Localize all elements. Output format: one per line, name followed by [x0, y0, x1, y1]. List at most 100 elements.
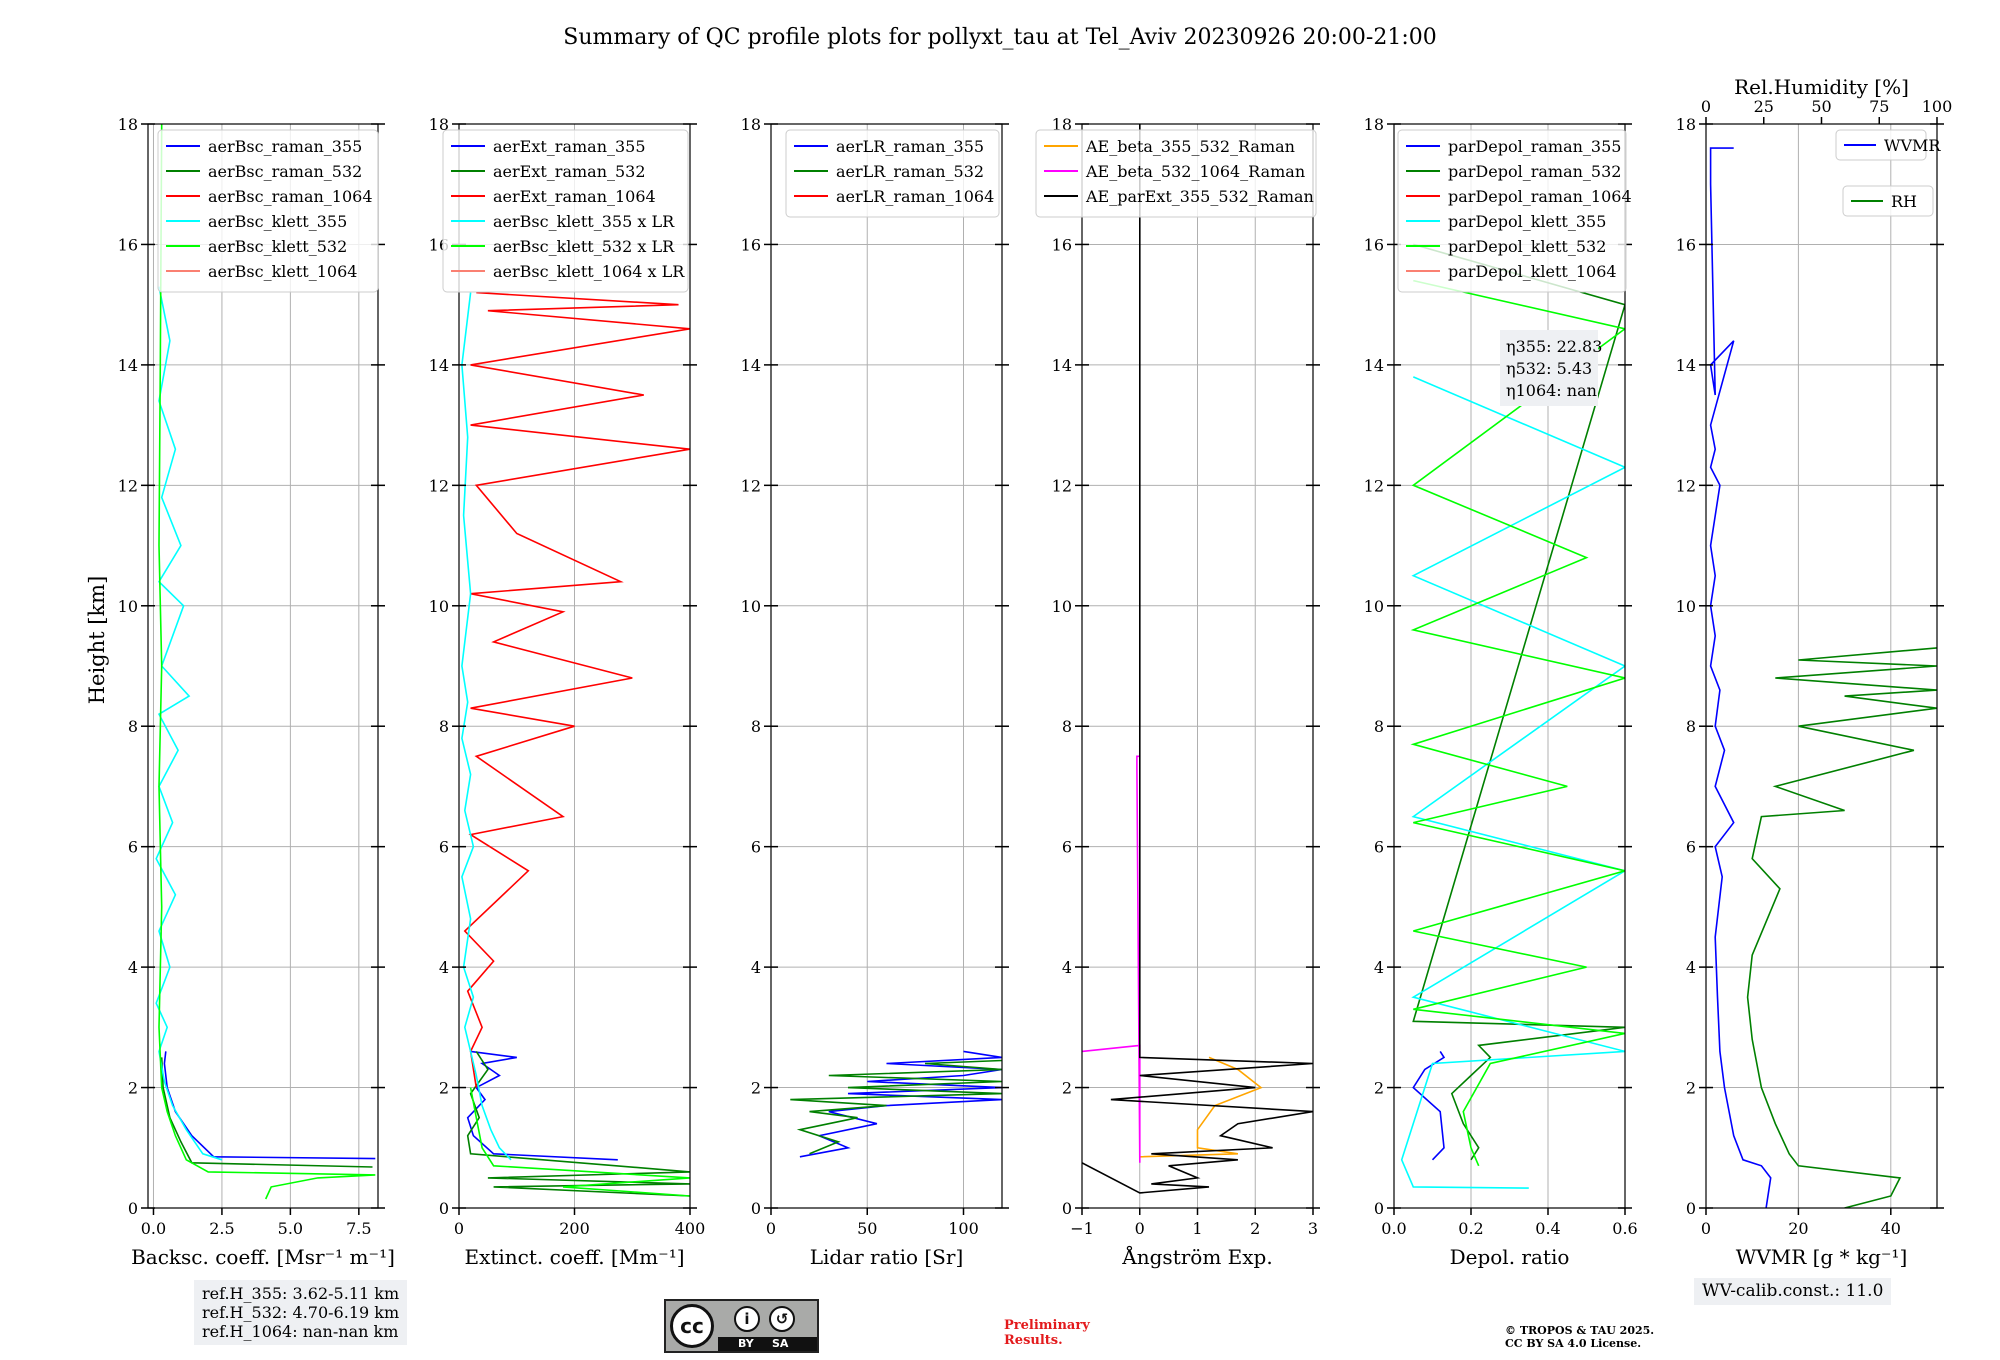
preliminary-line-2: Results. [1004, 1333, 1063, 1348]
ref-height-1064: ref.H_1064: nan-nan km [202, 1322, 399, 1341]
y-tick-label: 10 [1052, 597, 1072, 616]
legend-label: aerBsc_raman_1064 [208, 187, 373, 206]
y-tick-label: 16 [1676, 235, 1696, 254]
x-axis-label: Depol. ratio [1450, 1245, 1570, 1269]
y-tick-label: 4 [1686, 958, 1696, 977]
x-tick-label: 5.0 [278, 1219, 303, 1238]
plot-frame [147, 123, 379, 1209]
x-tick-label: 2 [1250, 1219, 1260, 1238]
y-tick-label: 12 [429, 476, 449, 495]
y-tick-label: 6 [751, 838, 761, 857]
series-line [799, 1050, 1002, 1158]
legend-label: parDepol_raman_532 [1448, 162, 1621, 181]
share-alike-icon: ↺ [769, 1306, 795, 1332]
license-by: BY [738, 1337, 754, 1350]
legend-label: aerBsc_klett_532 [208, 237, 347, 256]
legend: aerBsc_raman_355 aerBsc_raman_532 aerBsc_r… [157, 129, 379, 293]
preliminary-line-1: Preliminary [1004, 1318, 1090, 1333]
series-line [160, 1057, 373, 1168]
chart-panel-1: 0 2 4 6 8 10 12 14 16 18 0.0 2.5 5.0 7.5 Backsc. coeff… [118, 115, 395, 1269]
license-bar: BY SA [718, 1337, 817, 1351]
y-tick-label: 10 [429, 597, 449, 616]
eta-annotation: η355: 22.83 η532: 5.43 η1064: nan [1500, 330, 1602, 406]
chart-panel-6: 0 2 4 6 8 10 12 14 16 18 0 20 40 WVMR [g * kg⁻¹] 0 25 50… [1676, 75, 1953, 1269]
series-line [155, 286, 223, 1161]
x-tick-label: 7.5 [346, 1219, 371, 1238]
x-tick-label: 200 [559, 1219, 590, 1238]
y-tick-label: 8 [439, 717, 449, 736]
y-tick-label: 8 [128, 717, 138, 736]
x-tick-label: 0 [1135, 1219, 1145, 1238]
copyright-line-1: © TROPOS & TAU 2025. [1505, 1324, 1655, 1337]
y-tick-label: 8 [751, 717, 761, 736]
y-tick-label: 0 [439, 1199, 449, 1218]
preliminary-note: Preliminary Results. [1004, 1318, 1090, 1348]
y-tick-label: 18 [1052, 115, 1072, 134]
x-axis-label: Lidar ratio [Sr] [810, 1245, 964, 1269]
top-axis-label: Rel.Humidity [%] [1734, 75, 1909, 99]
y-tick-label: 2 [128, 1079, 138, 1098]
y-tick-label: 14 [741, 356, 761, 375]
y-tick-label: 8 [1686, 717, 1696, 736]
cc-logo-icon: cc [670, 1304, 714, 1348]
legend-label: AE_parExt_355_532_Raman [1085, 187, 1314, 206]
legend-label: aerBsc_klett_532 x LR [493, 237, 675, 256]
y-tick-label: 0 [1062, 1199, 1072, 1218]
series-line [158, 124, 376, 1200]
y-tick-label: 6 [1062, 838, 1072, 857]
x-tick-label: 40 [1881, 1219, 1901, 1238]
y-tick-label: 10 [1364, 597, 1384, 616]
y-tick-label: 16 [741, 235, 761, 254]
y-tick-label: 4 [1374, 958, 1384, 977]
series-line [1400, 376, 1625, 1189]
y-tick-label: 18 [741, 115, 761, 134]
plot-frame [1705, 123, 1938, 1209]
reference-heights-box: ref.H_355: 3.62-5.11 km ref.H_532: 4.70-… [194, 1280, 408, 1345]
legend-label: parDepol_klett_1064 [1448, 262, 1617, 281]
top-x-tick-label: 100 [1922, 97, 1953, 116]
y-tick-label: 6 [128, 838, 138, 857]
x-tick-label: 0.6 [1612, 1219, 1637, 1238]
ref-height-532: ref.H_532: 4.70-6.19 km [202, 1303, 400, 1322]
y-tick-label: 2 [439, 1079, 449, 1098]
y-tick-label: 18 [1364, 115, 1384, 134]
legend-frame [1035, 129, 1317, 218]
legend-label: aerLR_raman_355 [836, 137, 984, 156]
x-tick-label: 0 [454, 1219, 464, 1238]
cc-license-badge: cc i ↺ BY SA [664, 1299, 819, 1353]
legend: aerLR_raman_355 aerLR_raman_532 aerLR_rama… [785, 129, 1000, 218]
eta-annotation-line: η1064: nan [1506, 381, 1597, 400]
series-line [1709, 147, 1772, 1208]
y-tick-label: 0 [1686, 1199, 1696, 1218]
series-line [1412, 1050, 1446, 1161]
x-tick-label: 50 [857, 1219, 877, 1238]
x-tick-label: 2.5 [209, 1219, 234, 1238]
series-line [1746, 647, 1937, 1208]
y-tick-label: 10 [741, 597, 761, 616]
x-tick-label: 3 [1308, 1219, 1318, 1238]
series-line [1082, 124, 1313, 1194]
ref-height-355: ref.H_355: 3.62-5.11 km [202, 1284, 400, 1303]
x-tick-label: 0.2 [1458, 1219, 1483, 1238]
series-line [461, 292, 512, 1161]
legend-label: aerBsc_raman_532 [208, 162, 362, 181]
series-line [469, 1087, 690, 1197]
y-tick-label: 18 [118, 115, 138, 134]
series-line [1139, 1056, 1263, 1158]
y-tick-label: 18 [429, 115, 449, 134]
legend: RH [1842, 185, 1934, 217]
eta-annotation-line: η355: 22.83 [1506, 337, 1602, 356]
top-x-tick-label: 25 [1754, 97, 1774, 116]
legend-label: aerBsc_klett_1064 x LR [493, 262, 685, 281]
y-tick-label: 2 [751, 1079, 761, 1098]
y-axis-label: Height [km] [85, 576, 109, 705]
copyright-note: © TROPOS & TAU 2025. CC BY SA 4.0 Licens… [1505, 1324, 1654, 1350]
y-tick-label: 16 [1052, 235, 1072, 254]
top-x-tick-label: 0 [1701, 97, 1711, 116]
y-tick-label: 18 [1676, 115, 1696, 134]
legend-label: aerBsc_klett_355 [208, 212, 347, 231]
y-tick-label: 8 [1374, 717, 1384, 736]
x-tick-label: 0.0 [141, 1219, 166, 1238]
chart-panel-3: 0 2 4 6 8 10 12 14 16 18 0 50 100 Lidar ratio [Sr] aer… [741, 115, 1009, 1269]
